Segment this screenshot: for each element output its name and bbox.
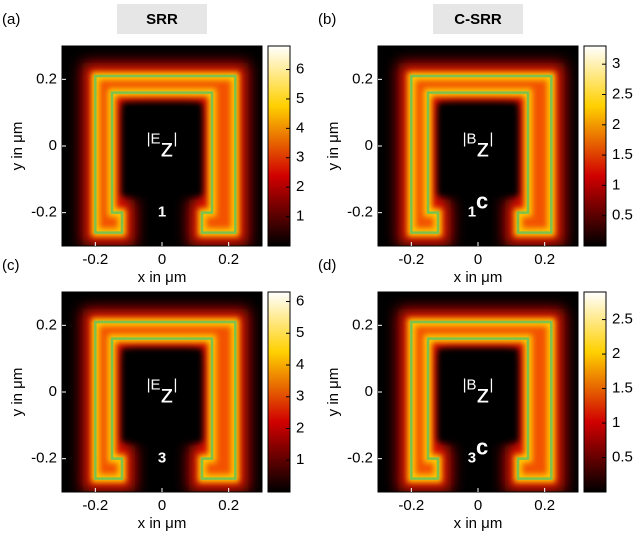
- colorbar-tick-label: 4: [296, 356, 304, 373]
- colorbar-tick-label: 1: [612, 176, 620, 193]
- colorbar-tick-label: 4: [296, 119, 304, 136]
- x-tick-label: 0.2: [218, 251, 239, 268]
- x-tick-label: 0: [474, 251, 482, 268]
- y-tick-label: 0: [365, 383, 373, 400]
- y-tick-label: -0.2: [347, 204, 373, 221]
- y-tick-label: -0.2: [31, 450, 57, 467]
- colorbar-tick-label: 2: [296, 178, 304, 195]
- mode-label: 1: [158, 204, 166, 221]
- x-tick-label: 0: [474, 497, 482, 514]
- x-axis-label: x in μm: [454, 269, 503, 286]
- x-tick-label: 0.2: [218, 497, 239, 514]
- y-tick-label: -0.2: [31, 204, 57, 221]
- colorbar-tick-label: 2: [612, 116, 620, 133]
- colorbar-tick-label: 1: [296, 451, 304, 468]
- y-tick-label: 0.2: [352, 70, 373, 87]
- y-axis-label: y in μm: [325, 368, 342, 417]
- colorbar-tick-label: 2.5: [612, 85, 633, 102]
- colorbar-tick-label: 3: [296, 388, 304, 405]
- mode-number: 1: [158, 204, 166, 221]
- colorbar-tick-label: 0.5: [612, 207, 633, 224]
- colorbar-tick-label: 5: [296, 324, 304, 341]
- field-bar: |: [174, 130, 178, 147]
- colorbar-tick-label: 2: [296, 419, 304, 436]
- field-subscript: z: [477, 378, 490, 408]
- colorbar-tick-label: 0.5: [612, 448, 633, 465]
- y-tick-label: -0.2: [347, 450, 373, 467]
- mode-number: 3: [468, 450, 476, 467]
- x-axis-label: x in μm: [138, 515, 187, 532]
- field-name: |E: [147, 130, 161, 147]
- panel-label: (a): [2, 11, 20, 28]
- chart-title: C-SRR: [454, 11, 502, 28]
- y-tick-label: 0: [49, 137, 57, 154]
- x-axis-label: x in μm: [454, 515, 503, 532]
- colorbar-tick-label: 3: [296, 149, 304, 166]
- x-tick-label: 0.2: [534, 497, 555, 514]
- field-name: |B: [463, 376, 477, 393]
- colorbar: [584, 292, 606, 492]
- field-subscript: z: [477, 132, 490, 162]
- mode-superscript: c: [476, 434, 488, 459]
- mode-label: 3: [158, 450, 166, 467]
- x-tick-label: -0.2: [82, 251, 108, 268]
- x-tick-label: -0.2: [398, 497, 424, 514]
- panel-label: (b): [318, 11, 336, 28]
- x-tick-label: -0.2: [398, 251, 424, 268]
- colorbar: [268, 292, 290, 492]
- colorbar-tick-label: 1: [612, 414, 620, 431]
- field-subscript: z: [161, 378, 174, 408]
- x-axis-label: x in μm: [138, 269, 187, 286]
- y-axis-label: y in μm: [325, 122, 342, 171]
- mode-number: 1: [468, 204, 476, 221]
- colorbar-tick-label: 5: [296, 90, 304, 107]
- y-tick-label: 0: [365, 137, 373, 154]
- field-bar: |: [490, 376, 494, 393]
- x-tick-label: 0: [158, 497, 166, 514]
- mode-number: 3: [158, 450, 166, 467]
- field-subscript: z: [161, 132, 174, 162]
- y-axis-label: y in μm: [9, 122, 26, 171]
- y-tick-label: 0.2: [36, 316, 57, 333]
- figure: (a)SRR1|Ez|-0.200.2-0.200.2x in μmy in μ…: [0, 0, 636, 540]
- y-tick-label: 0.2: [352, 316, 373, 333]
- y-axis-label: y in μm: [9, 368, 26, 417]
- panel-label: (d): [318, 257, 336, 274]
- colorbar: [268, 46, 290, 246]
- chart-title: SRR: [146, 11, 178, 28]
- field-name: |E: [147, 376, 161, 393]
- colorbar-tick-label: 6: [296, 292, 304, 309]
- mode-superscript: c: [476, 188, 488, 213]
- x-tick-label: 0: [158, 251, 166, 268]
- y-tick-label: 0.2: [36, 70, 57, 87]
- panel-label: (c): [2, 257, 20, 274]
- colorbar-tick-label: 2: [612, 345, 620, 362]
- x-tick-label: 0.2: [534, 251, 555, 268]
- colorbar-tick-label: 2.5: [612, 311, 633, 328]
- x-tick-label: -0.2: [82, 497, 108, 514]
- field-bar: |: [490, 130, 494, 147]
- field-bar: |: [174, 376, 178, 393]
- colorbar-tick-label: 6: [296, 60, 304, 77]
- colorbar-tick-label: 1.5: [612, 146, 633, 163]
- colorbar-tick-label: 3: [612, 55, 620, 72]
- y-tick-label: 0: [49, 383, 57, 400]
- colorbar-tick-label: 1: [296, 208, 304, 225]
- colorbar-tick-label: 1.5: [612, 380, 633, 397]
- field-name: |B: [463, 130, 477, 147]
